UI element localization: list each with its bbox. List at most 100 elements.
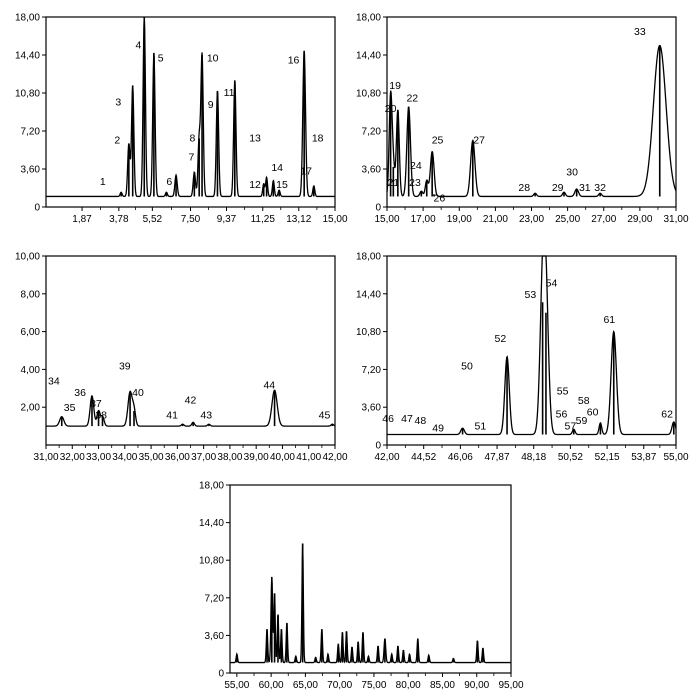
peak-number-label: 17 (300, 165, 312, 177)
y-tick-label: 7,20 (21, 127, 41, 138)
x-tick-label: 44,52 (411, 452, 436, 463)
x-tick-label: 53,87 (631, 452, 656, 463)
x-tick-label: 25,00 (555, 214, 580, 225)
x-tick-label: 3,78 (109, 214, 129, 225)
peak-number-label: 50 (461, 360, 473, 372)
peak-number-label: 21 (387, 177, 399, 189)
x-tick-label: 13,12 (286, 214, 311, 225)
x-tick-label: 55,00 (663, 452, 688, 463)
peak-number-label: 34 (48, 376, 60, 388)
peak-number-label: 46 (382, 413, 394, 425)
y-tick-label: 3,60 (205, 631, 225, 642)
x-tick-label: 31,00 (663, 214, 688, 225)
x-tick-label: 9,37 (217, 214, 237, 225)
peak-number-label: 40 (132, 387, 144, 399)
peak-number-label: 28 (518, 182, 530, 194)
y-tick-label: 18,00 (199, 481, 224, 492)
peak-number-label: 8 (190, 133, 196, 145)
x-tick-label: 31,00 (33, 452, 58, 463)
y-tick-label: 10,80 (356, 327, 381, 338)
peak-number-label: 27 (473, 135, 485, 147)
x-tick-label: 34,00 (112, 452, 137, 463)
y-tick-label: 18,00 (356, 252, 381, 263)
x-tick-label: 90,00 (464, 680, 489, 691)
y-tick-label: 10,00 (15, 252, 40, 263)
x-tick-label: 23,00 (519, 214, 544, 225)
plot-frame (386, 255, 677, 446)
x-tick-label: 29,00 (627, 214, 652, 225)
y-tick-label: 14,40 (199, 518, 224, 529)
x-tick-label: 65,00 (293, 680, 318, 691)
y-tick-label: 3,60 (362, 403, 382, 414)
x-tick-label: 75,00 (361, 680, 386, 691)
plot-frame (229, 484, 512, 674)
x-tick-label: 19,00 (447, 214, 472, 225)
peak-number-label: 5 (158, 52, 164, 64)
plot-frame (386, 16, 677, 208)
peak-number-label: 48 (415, 415, 427, 427)
peak-number-label: 43 (200, 410, 212, 422)
x-tick-label: 55,00 (224, 680, 249, 691)
plot-frame (45, 16, 336, 208)
y-tick-label: 2,00 (21, 403, 41, 414)
x-tick-label: 48,18 (521, 452, 546, 463)
peak-number-label: 1 (100, 176, 106, 188)
peak-number-label: 26 (434, 193, 446, 205)
peak-number-label: 16 (288, 54, 300, 66)
x-tick-label: 42,00 (322, 452, 347, 463)
panel-3: 2,00 4,00 6,00 8,00 10,00 31,00 32,00 33,00 34,0… (15, 252, 348, 464)
x-tick-label: 38,00 (217, 452, 242, 463)
peak-number-label: 18 (312, 133, 324, 145)
y-tick-label: 3,60 (21, 165, 41, 176)
y-tick-label: 7,20 (205, 593, 225, 604)
x-tick-label: 1,87 (72, 214, 92, 225)
peak-number-label: 4 (136, 40, 142, 52)
peak-number-label: 59 (576, 415, 588, 427)
x-tick-label: 40,00 (270, 452, 295, 463)
peak-number-label: 20 (385, 103, 397, 115)
x-tick-label: 32,00 (60, 452, 85, 463)
peak-number-label: 24 (410, 160, 422, 172)
peak-number-label: 61 (603, 314, 615, 326)
y-tick-label: 0 (218, 669, 224, 680)
peak-number-label: 41 (166, 410, 178, 422)
peak-number-label: 35 (64, 402, 76, 414)
x-tick-label: 46,06 (448, 452, 473, 463)
peak-number-label: 56 (556, 409, 568, 421)
x-tick-label: 35,00 (139, 452, 164, 463)
x-tick-label: 33,00 (86, 452, 111, 463)
chromatogram-trace (387, 255, 677, 436)
x-tick-label: 39,00 (244, 452, 269, 463)
x-tick-label: 17,00 (411, 214, 436, 225)
peak-number-label: 13 (249, 133, 261, 145)
chromatogram-trace (386, 44, 677, 198)
y-tick-label: 0 (375, 441, 381, 452)
x-tick-label: 85,00 (430, 680, 455, 691)
y-tick-label: 8,00 (21, 289, 41, 300)
peak-number-label: 54 (546, 277, 558, 289)
x-tick-label: 41,00 (296, 452, 321, 463)
y-tick-label: 0 (375, 203, 381, 214)
chromatogram-trace (46, 16, 335, 198)
y-tick-label: 14,40 (356, 51, 381, 62)
peak-number-label: 49 (432, 422, 444, 434)
peak-number-label: 51 (475, 420, 487, 432)
peak-number-label: 3 (115, 97, 121, 109)
x-tick-label: 37,00 (191, 452, 216, 463)
x-tick-label: 27,00 (591, 214, 616, 225)
peak-number-label: 9 (208, 99, 214, 111)
x-tick-label: 42,00 (374, 452, 399, 463)
peak-number-label: 10 (207, 52, 219, 64)
peak-number-label: 47 (401, 413, 413, 425)
x-tick-label: 70,00 (327, 680, 352, 691)
y-tick-label: 10,80 (15, 89, 40, 100)
y-tick-label: 10,80 (356, 89, 381, 100)
x-tick-label: 80,00 (396, 680, 421, 691)
peak-number-label: 30 (566, 166, 578, 178)
peak-number-label: 39 (119, 360, 131, 372)
peak-number-label: 44 (263, 379, 275, 391)
peak-number-label: 32 (594, 182, 606, 194)
panel-5: 0 3,60 7,20 10,80 14,40 18,00 55,00 60,00 65,00 7… (199, 481, 524, 692)
y-tick-label: 0 (34, 203, 40, 214)
chromatogram-trace (46, 389, 336, 427)
